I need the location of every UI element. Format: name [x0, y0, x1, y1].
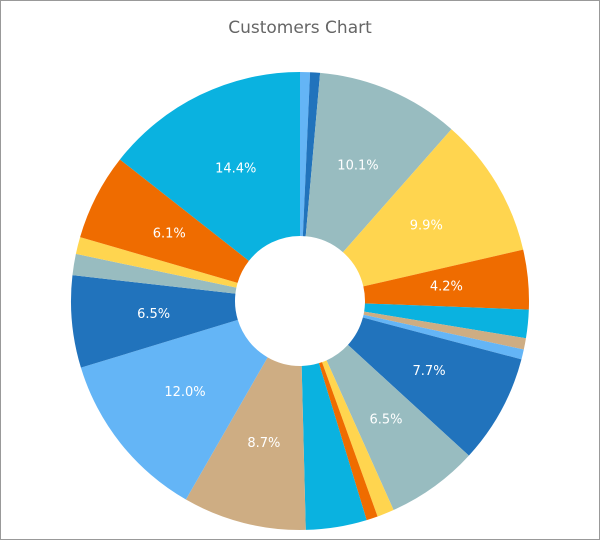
- slice: [347, 317, 522, 456]
- slice: [305, 72, 452, 253]
- slice: [363, 311, 526, 350]
- slice-label: 7.7%: [413, 364, 446, 379]
- slice: [301, 363, 367, 530]
- slice: [80, 319, 268, 500]
- slice-label: 14.4%: [215, 161, 256, 176]
- slice: [362, 314, 524, 360]
- slice: [300, 72, 311, 237]
- slice: [342, 129, 524, 287]
- slice: [75, 237, 238, 288]
- slice: [363, 249, 529, 310]
- slice: [318, 362, 378, 521]
- slice-label: 6.1%: [153, 226, 186, 241]
- slice-label: 8.7%: [247, 436, 280, 451]
- slice: [326, 344, 469, 511]
- slice: [322, 360, 394, 517]
- slice-label: 12.0%: [164, 385, 205, 400]
- slice-label: 10.1%: [337, 158, 378, 173]
- slice-label: 6.5%: [137, 307, 170, 322]
- slice: [80, 159, 249, 283]
- slice: [302, 72, 321, 237]
- slice-label: 6.5%: [370, 413, 403, 428]
- slice-label: 4.2%: [430, 280, 463, 295]
- slice: [364, 303, 529, 339]
- slice-label: 9.9%: [410, 218, 443, 233]
- slice: [185, 357, 306, 530]
- chart-title: Customers Chart: [228, 18, 372, 38]
- slice: [71, 275, 238, 368]
- slice: [119, 72, 301, 261]
- slice: [72, 253, 237, 294]
